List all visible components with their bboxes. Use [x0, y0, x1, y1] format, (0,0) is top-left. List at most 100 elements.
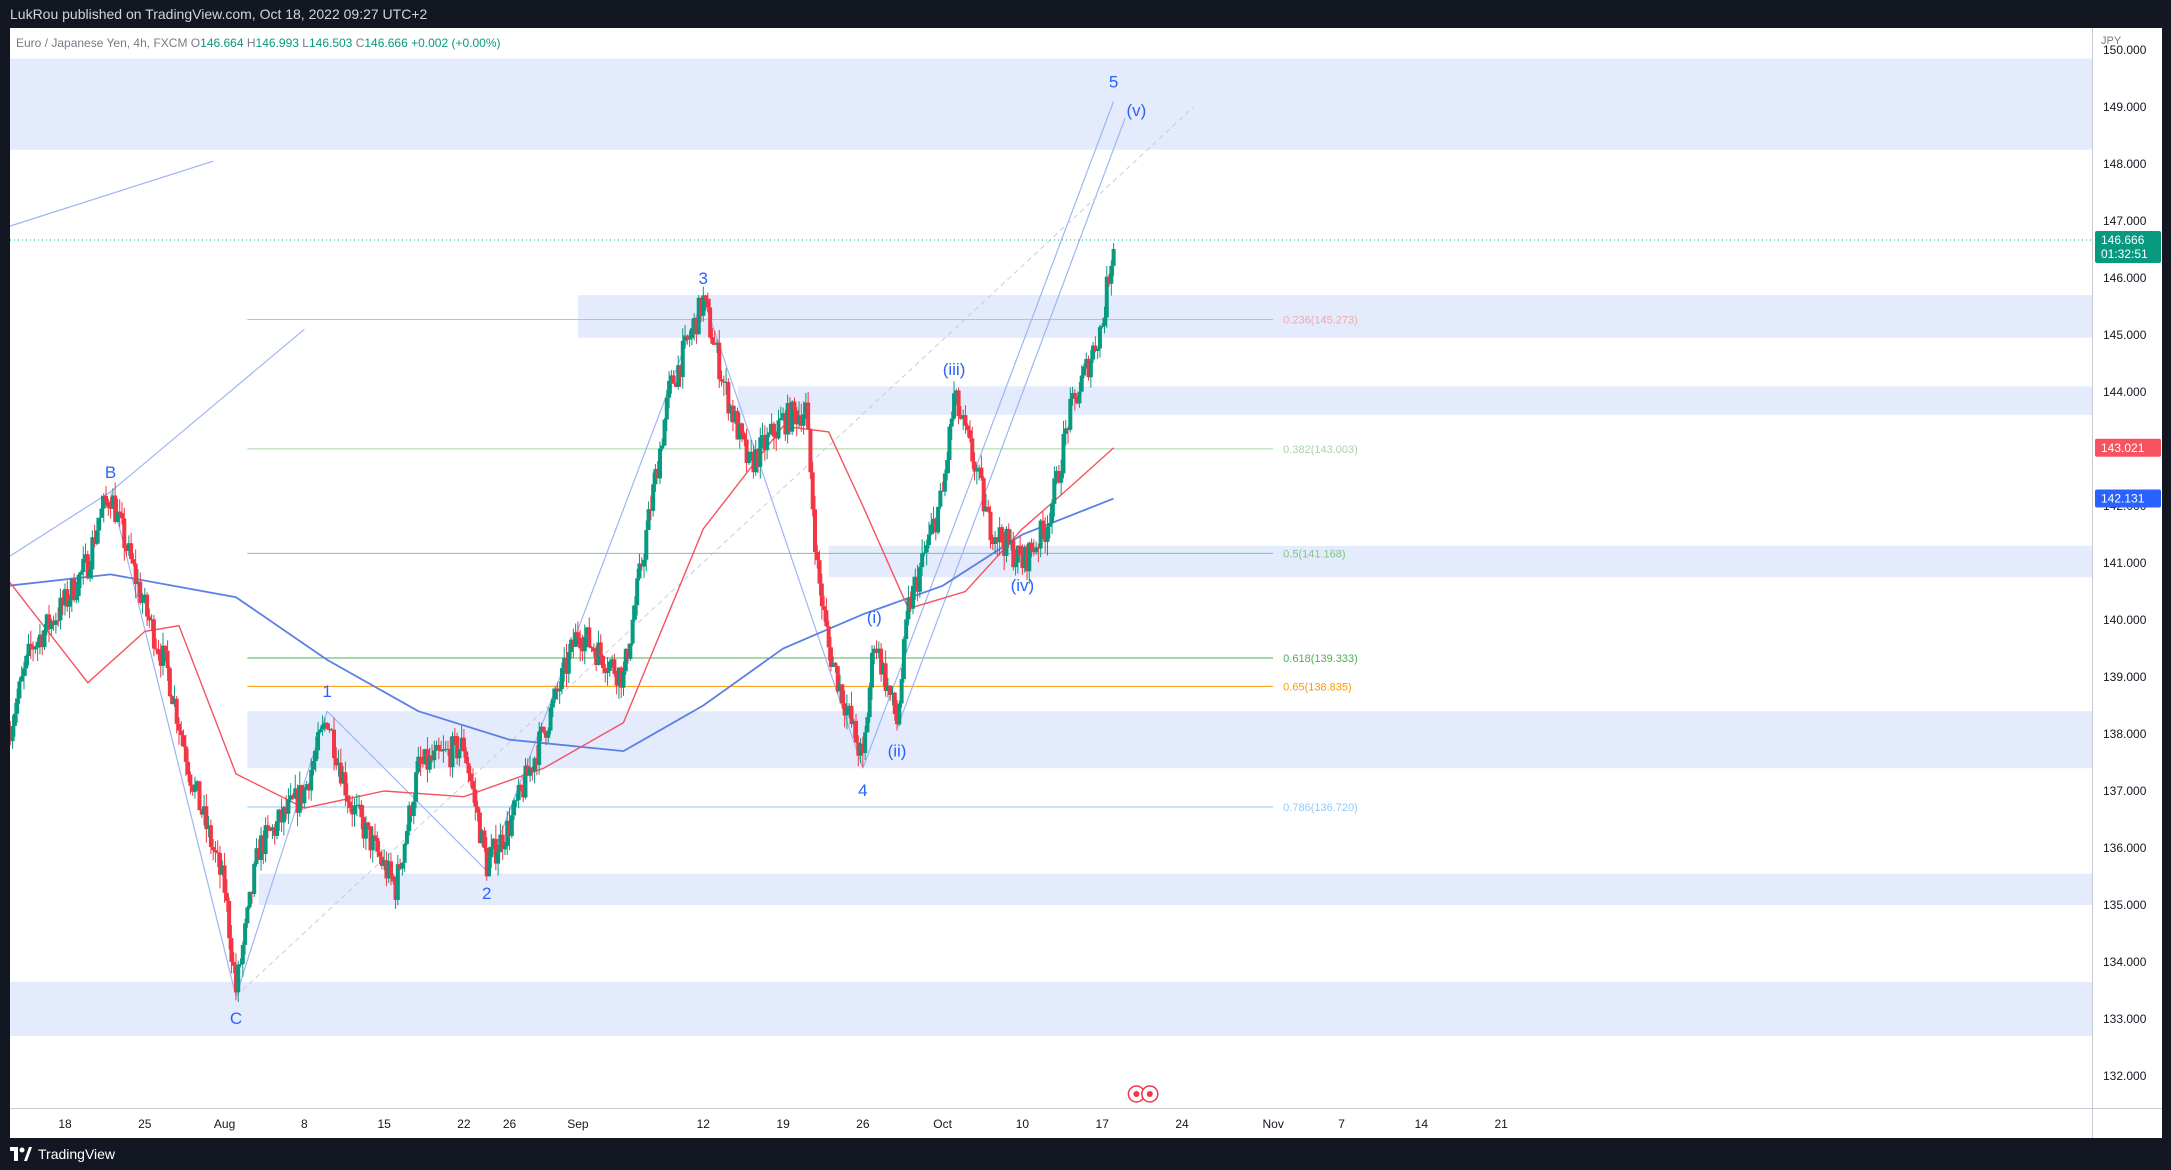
price-axis-svg[interactable]: JPY 150.000149.000148.000147.000146.0001… — [2093, 28, 2162, 1108]
candle-body — [680, 340, 685, 378]
candle-body — [42, 629, 47, 648]
candle-body — [309, 769, 314, 791]
candle-body — [243, 923, 248, 945]
candle-body — [90, 537, 95, 570]
candle-body — [938, 490, 943, 507]
candle-body — [1027, 542, 1032, 572]
candle-body — [67, 600, 72, 607]
tradingview-brand[interactable]: TradingView — [10, 1146, 115, 1162]
price-tick: 137.000 — [2103, 784, 2147, 798]
candle-body — [648, 509, 653, 511]
candle-body — [172, 698, 177, 705]
candle-body — [710, 337, 715, 344]
candle-body — [913, 576, 918, 586]
candle-body — [126, 543, 131, 551]
candle-body — [15, 698, 20, 714]
candle-body — [678, 365, 683, 378]
candle-body — [874, 648, 879, 654]
candle-body — [543, 732, 548, 738]
candle-body — [806, 402, 811, 429]
candle-body — [660, 445, 665, 449]
candle-body — [810, 472, 815, 510]
candle-body — [1104, 276, 1109, 318]
candle-body — [174, 698, 179, 724]
candle-body — [724, 381, 729, 383]
candle-body — [502, 846, 507, 850]
candle-body — [500, 834, 505, 850]
candle-body — [694, 318, 699, 335]
candle-body — [179, 730, 184, 736]
candle-body — [817, 560, 822, 584]
candle-body — [400, 862, 405, 869]
candle-body — [904, 619, 909, 640]
left-frame — [0, 28, 10, 1138]
candle-body — [1022, 546, 1027, 568]
candle-body — [952, 393, 957, 419]
candle-body — [407, 805, 412, 832]
candle-body — [1052, 478, 1057, 504]
time-axis[interactable]: 18 25 Aug 8 15 22 26 Sep 12 19 26 Oct 10 17 24 Nov 7 14 21 — [10, 1108, 2092, 1139]
candle-body — [815, 552, 820, 561]
candle-body — [461, 737, 466, 752]
candle-body — [972, 461, 977, 472]
fib-label: 0.65(138.835) — [1283, 681, 1352, 693]
candle-body — [578, 637, 583, 649]
candle-body — [600, 655, 605, 668]
candle-body — [471, 781, 476, 790]
candle-body — [849, 705, 854, 725]
candle-body — [580, 648, 585, 652]
time-tick: 19 — [776, 1117, 790, 1131]
price-axis[interactable]: JPY 150.000 149.000 148.000 147.000 146.000 1… — [2092, 28, 2162, 1108]
candle-body — [1045, 526, 1050, 542]
ma-slow-badge-bg — [2095, 489, 2161, 508]
candle-body — [290, 795, 295, 799]
candle-body — [744, 439, 749, 463]
candle-body — [865, 717, 870, 733]
time-tick: 17 — [1096, 1117, 1110, 1131]
candle-body — [906, 598, 911, 620]
candle-body — [555, 688, 560, 692]
economic-event-dot-icon — [1133, 1091, 1140, 1097]
candle-body — [1047, 523, 1052, 527]
wave-line — [862, 101, 1115, 769]
candle-body — [279, 809, 284, 823]
tradingview-logo-icon — [10, 1147, 32, 1161]
candle-body — [284, 807, 289, 814]
candle-body — [683, 335, 688, 341]
candle-body — [835, 666, 840, 692]
candle-body — [53, 620, 58, 625]
candle-body — [895, 714, 900, 725]
candle-body — [1020, 555, 1025, 568]
candle-body — [701, 295, 706, 316]
candle-body — [261, 835, 266, 854]
candle-body — [1075, 396, 1080, 404]
chart-pane[interactable]: 0.236(145.273) 0.382(143.003) 0.5(141.168)… — [7, 28, 2093, 1108]
price-chart[interactable]: 0.236(145.273) 0.382(143.003) 0.5(141.168)… — [7, 28, 2093, 1108]
price-tick: 147.000 — [2103, 214, 2147, 228]
candle-body — [58, 597, 63, 621]
candle-body — [452, 736, 457, 738]
candle-body — [956, 390, 961, 417]
candle-body — [844, 707, 849, 716]
candle-body — [24, 655, 29, 669]
candle-body — [993, 537, 998, 545]
price-ticks: 150.000 149.000 148.000 147.000 146.000 145.0… — [2103, 43, 2147, 1083]
time-tick: 24 — [1175, 1117, 1189, 1131]
candle-body — [208, 825, 213, 848]
candle-body — [585, 627, 590, 637]
candle-body — [646, 509, 651, 531]
candle-body — [929, 524, 934, 535]
candle-body — [546, 730, 551, 738]
candle-body — [879, 648, 884, 675]
candle-body — [781, 413, 786, 419]
candle-body — [297, 785, 302, 813]
candle-body — [901, 639, 906, 680]
candle-body — [512, 800, 517, 816]
candle-body — [532, 758, 537, 772]
time-tick: 7 — [1338, 1117, 1345, 1131]
candle-body — [990, 540, 995, 545]
candle-body — [550, 699, 555, 708]
candle-body — [507, 820, 512, 836]
time-axis-svg[interactable]: 18 25 Aug 8 15 22 26 Sep 12 19 26 Oct 10 17 24 Nov 7 14 21 — [10, 1109, 2092, 1139]
candle-body — [101, 495, 106, 509]
